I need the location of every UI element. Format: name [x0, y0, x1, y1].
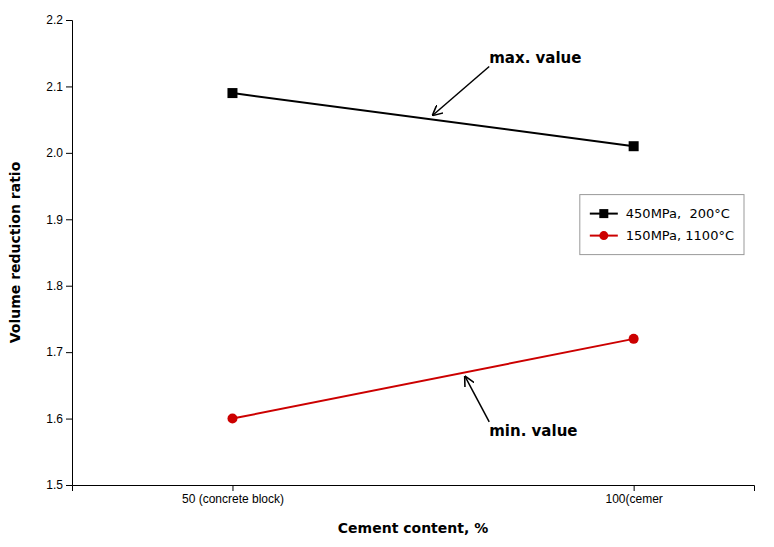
y-tick: 1.5 — [46, 478, 72, 492]
y-tick-label: 2.2 — [46, 13, 63, 27]
y-tick-mark — [66, 352, 72, 353]
x-axis-line — [73, 486, 755, 492]
x-tick-label: 100(cemer — [605, 492, 662, 506]
y-tick-label: 1.7 — [46, 345, 63, 359]
annotation-arrow — [465, 377, 489, 422]
legend-marker — [599, 231, 608, 240]
legend-marker — [599, 209, 608, 218]
y-tick-label: 1.9 — [46, 213, 63, 227]
y-tick: 2.1 — [46, 80, 72, 94]
point — [227, 88, 237, 98]
y-tick: 1.9 — [46, 213, 72, 227]
y-tick: 2.2 — [46, 13, 72, 27]
x-tick-mark — [634, 485, 635, 491]
y-tick-label: 1.8 — [46, 279, 63, 293]
y-tick: 1.6 — [46, 412, 72, 426]
annotation-text: min. value — [489, 422, 577, 440]
y-tick-label: 2.1 — [46, 80, 63, 94]
y-tick-mark — [66, 419, 72, 420]
y-tick: 1.8 — [46, 279, 72, 293]
y-tick-mark — [66, 286, 72, 287]
legend: 450MPa, 200°C 150MPa, 1100°C — [580, 195, 744, 255]
series-line — [232, 93, 633, 146]
series-line — [232, 339, 633, 419]
y-tick-mark — [66, 219, 72, 220]
y-axis: 1.5 1.6 1.7 1.8 1.9 2.0 2.1 2.2 — [46, 13, 72, 492]
y-tick-mark — [66, 20, 72, 21]
y-tick-mark — [66, 86, 72, 87]
annotation-text: max. value — [489, 49, 581, 67]
y-tick: 2.0 — [46, 146, 72, 160]
y-tick: 1.7 — [46, 345, 72, 359]
legend-box — [580, 195, 744, 255]
y-axis-line — [66, 21, 73, 486]
chart: 50 (concrete block) 100(cemer 1.5 1.6 1.7 1.8… — [0, 0, 774, 547]
point — [629, 334, 639, 344]
plot: 50 (concrete block) 100(cemer 1.5 1.6 1.7 1.8… — [46, 13, 754, 505]
annotation-arrow — [433, 67, 489, 115]
data-area — [227, 88, 638, 424]
legend-label: 150MPa, 1100°C — [626, 228, 734, 243]
x-tick-label: 50 (concrete block) — [182, 492, 284, 506]
y-axis-title: Volume reduction ratio — [7, 161, 23, 343]
y-tick-mark — [66, 153, 72, 154]
x-axis-title: Cement content, % — [338, 520, 488, 536]
x-axis: 50 (concrete block) 100(cemer — [73, 485, 755, 506]
x-tick-mark — [232, 485, 233, 491]
annotations: max. value min. value — [433, 49, 581, 440]
y-tick-mark — [66, 485, 72, 486]
x-tick: 50 (concrete block) — [182, 485, 284, 506]
y-tick-label: 1.6 — [46, 412, 63, 426]
legend-label: 450MPa, 200°C — [626, 206, 730, 221]
point — [227, 414, 237, 424]
y-tick-label: 1.5 — [46, 478, 63, 492]
point — [629, 141, 639, 151]
y-tick-label: 2.0 — [46, 146, 63, 160]
x-tick: 100(cemer — [605, 485, 662, 506]
